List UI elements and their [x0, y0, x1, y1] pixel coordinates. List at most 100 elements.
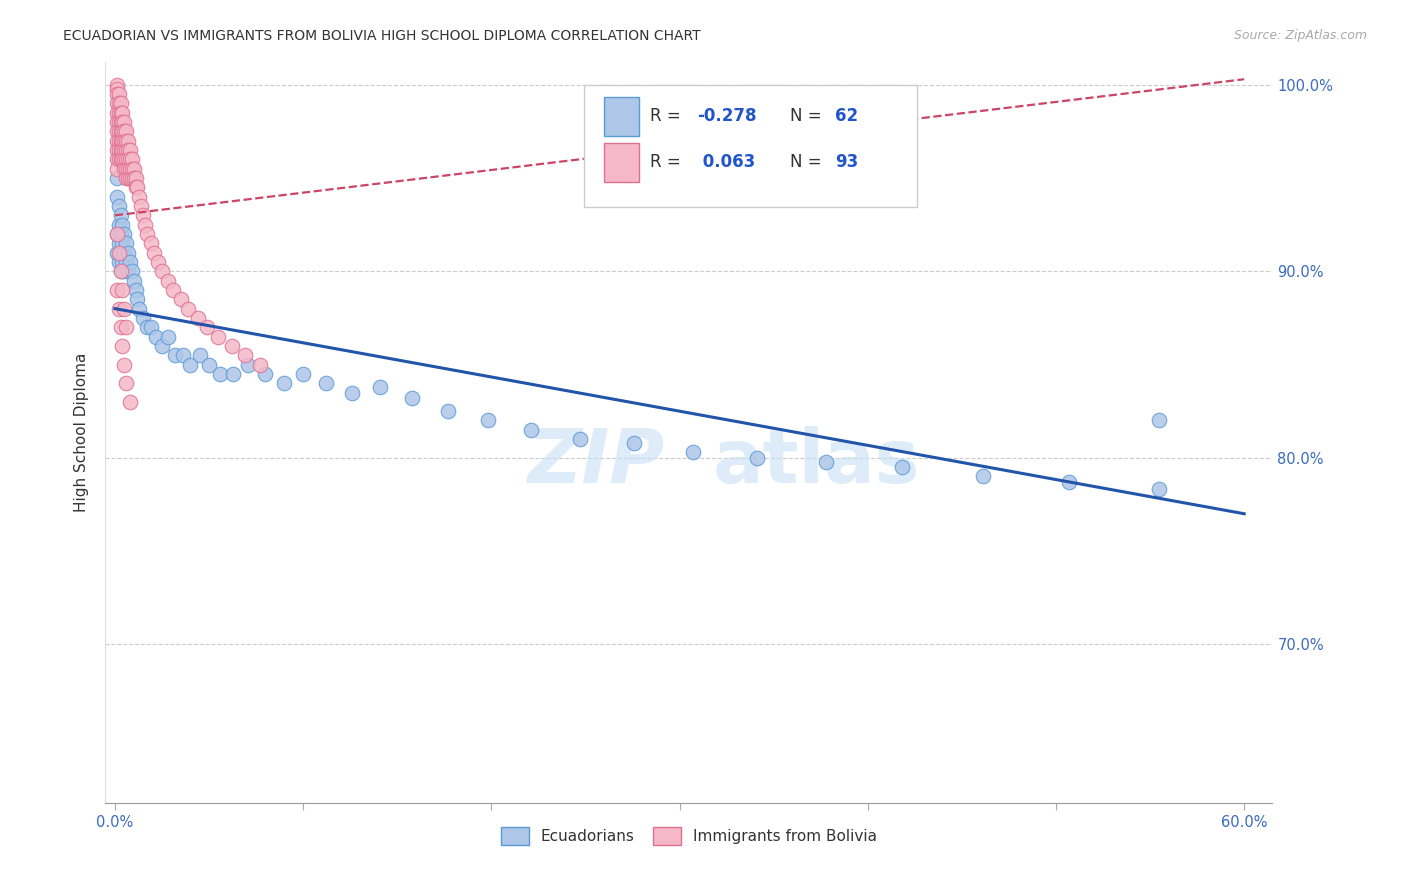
Text: 62: 62 — [835, 108, 858, 126]
Point — [121, 161, 143, 176]
Point — [112, 301, 135, 316]
Point — [105, 105, 128, 120]
Point — [112, 134, 135, 148]
Text: ECUADORIAN VS IMMIGRANTS FROM BOLIVIA HIGH SCHOOL DIPLOMA CORRELATION CHART: ECUADORIAN VS IMMIGRANTS FROM BOLIVIA HI… — [63, 29, 702, 44]
Point — [139, 320, 162, 334]
Point — [105, 81, 128, 95]
Point — [117, 171, 139, 186]
Y-axis label: High School Diploma: High School Diploma — [75, 353, 90, 512]
Point — [110, 96, 132, 111]
Point — [623, 435, 645, 450]
Point — [115, 320, 138, 334]
Point — [105, 227, 128, 241]
Point — [121, 153, 143, 167]
Text: -0.278: -0.278 — [697, 108, 756, 126]
Point — [118, 143, 141, 157]
Point — [115, 376, 138, 391]
Point — [139, 236, 162, 251]
Point — [118, 161, 141, 176]
Point — [368, 380, 391, 394]
Point — [520, 423, 543, 437]
Point — [111, 124, 134, 138]
Point — [156, 274, 179, 288]
Point — [128, 190, 150, 204]
Point — [170, 293, 193, 307]
Bar — [603, 143, 638, 182]
Point — [340, 385, 363, 400]
Point — [188, 348, 211, 362]
Point — [207, 329, 229, 343]
FancyBboxPatch shape — [583, 85, 917, 207]
Point — [1149, 483, 1171, 497]
Point — [179, 358, 201, 372]
Point — [195, 320, 218, 334]
Point — [222, 367, 245, 381]
Point — [1057, 475, 1080, 489]
Point — [111, 115, 134, 129]
Point — [115, 153, 138, 167]
Point — [112, 143, 135, 157]
Point — [107, 236, 129, 251]
Point — [107, 143, 129, 157]
Point — [107, 134, 129, 148]
Point — [233, 348, 256, 362]
Point — [249, 358, 271, 372]
Point — [117, 153, 139, 167]
Point — [198, 358, 221, 372]
Point — [110, 320, 132, 334]
Point — [115, 161, 138, 176]
Point — [105, 124, 128, 138]
Point — [121, 171, 143, 186]
Point — [105, 161, 128, 176]
Point — [105, 171, 128, 186]
Point — [111, 143, 134, 157]
Point — [111, 105, 134, 120]
Point — [110, 115, 132, 129]
Point — [110, 208, 132, 222]
Point — [124, 180, 146, 194]
Point — [110, 264, 132, 278]
Point — [111, 218, 134, 232]
Point — [112, 227, 135, 241]
Text: atlas: atlas — [713, 425, 920, 499]
Point — [132, 208, 155, 222]
Point — [110, 143, 132, 157]
Point — [112, 245, 135, 260]
Point — [117, 264, 139, 278]
Point — [105, 245, 128, 260]
Point — [105, 115, 128, 129]
Point — [682, 445, 704, 459]
Point — [118, 255, 141, 269]
Point — [115, 171, 138, 186]
Point — [107, 153, 129, 167]
Point — [107, 301, 129, 316]
Point — [477, 413, 499, 427]
Point — [117, 245, 139, 260]
Point — [107, 105, 129, 120]
Text: N =: N = — [790, 153, 827, 171]
Point — [105, 78, 128, 92]
Point — [128, 301, 150, 316]
Point — [150, 339, 173, 353]
Point — [238, 358, 260, 372]
Point — [105, 134, 128, 148]
Point — [105, 227, 128, 241]
Point — [815, 454, 838, 468]
Point — [112, 153, 135, 167]
Point — [122, 274, 145, 288]
Point — [115, 124, 138, 138]
Point — [118, 153, 141, 167]
Point — [172, 348, 194, 362]
Point — [165, 348, 187, 362]
Point — [1149, 413, 1171, 427]
Legend: Ecuadorians, Immigrants from Bolivia: Ecuadorians, Immigrants from Bolivia — [495, 821, 883, 851]
Point — [115, 134, 138, 148]
Point — [115, 143, 138, 157]
Point — [254, 367, 277, 381]
Point — [437, 404, 460, 418]
Point — [568, 432, 591, 446]
Point — [117, 143, 139, 157]
Point — [111, 339, 134, 353]
Point — [111, 153, 134, 167]
Point — [107, 124, 129, 138]
